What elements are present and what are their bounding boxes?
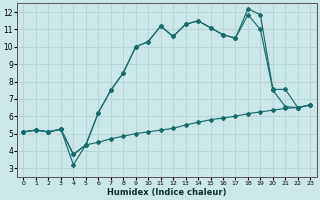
X-axis label: Humidex (Indice chaleur): Humidex (Indice chaleur) bbox=[107, 188, 227, 197]
